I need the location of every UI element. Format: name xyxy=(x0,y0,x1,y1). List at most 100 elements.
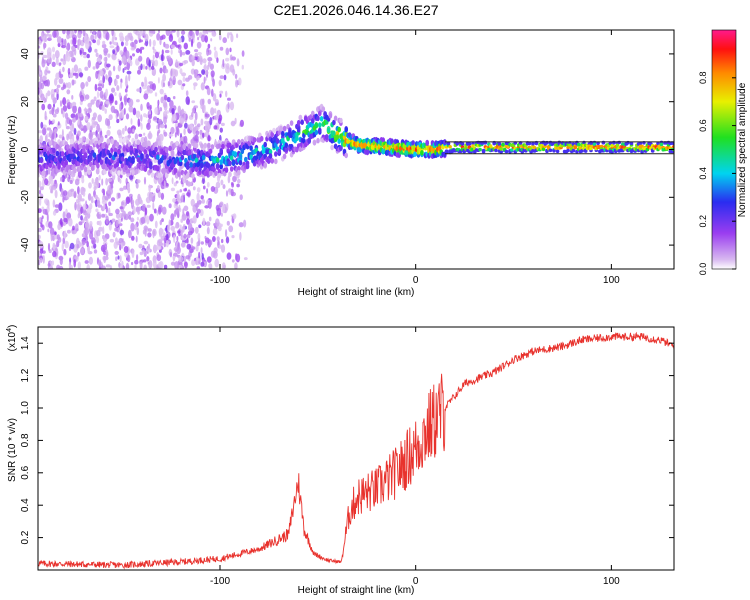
spectrogram-noise-cell xyxy=(139,49,142,54)
spectrogram-noise-cell xyxy=(96,211,100,219)
spectrogram-noise-cell xyxy=(168,219,172,227)
spectrogram-noise-cell xyxy=(132,206,136,215)
spectrogram-noise-cell xyxy=(82,190,86,197)
spectrogram-ridge-cell xyxy=(599,144,604,149)
spectrogram-noise-cell xyxy=(60,177,63,182)
spectrogram-ridge-cell xyxy=(481,148,486,153)
spectrogram-noise-cell xyxy=(183,60,189,64)
spectrogram-ridge-cell xyxy=(298,114,303,121)
spectrogram-noise-cell xyxy=(52,119,56,124)
spectrogram-noise-cell xyxy=(170,226,175,231)
spectrogram-xtick-label: 0 xyxy=(413,275,419,286)
spectrogram-ridge-cell xyxy=(228,160,232,167)
spectrogram-noise-cell xyxy=(95,236,100,244)
spectrogram-ridge-cell xyxy=(259,135,264,142)
spectrogram-noise-cell xyxy=(210,38,213,42)
spectrogram-noise-cell xyxy=(152,39,156,47)
spectrogram-noise-cell xyxy=(97,83,103,87)
spectrogram-noise-cell xyxy=(108,70,112,77)
spectrogram-noise-cell xyxy=(175,201,179,205)
spectrogram-ridge-cell xyxy=(83,166,88,173)
spectrogram-noise-cell xyxy=(231,56,237,61)
spectrogram-noise-cell xyxy=(56,36,62,44)
spectrogram-noise-cell xyxy=(201,199,206,204)
spectrogram-noise-cell xyxy=(162,73,167,82)
spectrogram-noise-cell xyxy=(76,228,79,232)
spectrogram-noise-cell xyxy=(95,61,100,69)
spectrogram-noise-cell xyxy=(56,122,62,129)
spectrogram-noise-cell xyxy=(216,207,222,217)
spectrogram-noise-cell xyxy=(124,97,127,106)
spectrogram-ridge-cell xyxy=(200,162,204,169)
spectrogram-noise-cell xyxy=(109,41,112,45)
spectrogram-ridge-cell xyxy=(101,163,105,170)
spectrogram-noise-cell xyxy=(161,229,164,234)
spectrogram-ridge-cell xyxy=(318,127,322,134)
spectrogram-noise-cell xyxy=(231,235,235,239)
spectrogram-noise-cell xyxy=(152,60,156,67)
spectrogram-ridge-cell xyxy=(557,140,562,145)
spectrogram-noise-cell xyxy=(92,39,96,44)
spectrogram-noise-cell xyxy=(67,82,72,89)
spectrogram-noise-cell xyxy=(96,39,101,46)
spectrogram-ridge-cell xyxy=(448,145,452,149)
spectrogram-noise-cell xyxy=(116,85,120,91)
spectrogram-noise-cell xyxy=(172,96,176,100)
colorbar-tick-label: 0.4 xyxy=(698,167,708,180)
spectrogram-ridge-cell xyxy=(488,144,493,148)
spectrogram-noise-cell xyxy=(55,87,60,95)
spectrogram-noise-cell xyxy=(170,68,173,77)
spectrogram-ridge-cell xyxy=(573,145,577,150)
spectrogram-noise-cell xyxy=(206,226,210,235)
spectrogram-noise-cell xyxy=(136,99,140,103)
spectrogram-noise-cell xyxy=(181,241,186,248)
spectrogram-noise-cell xyxy=(57,223,61,231)
spectrogram-noise-cell xyxy=(40,222,43,228)
spectrogram-noise-cell xyxy=(99,69,103,76)
spectrogram-noise-cell xyxy=(103,50,108,56)
spectrogram-ridge-cell xyxy=(157,140,162,147)
spectrogram-noise-cell xyxy=(48,175,52,184)
spectrogram-ytick-label: 20 xyxy=(20,96,31,108)
snr-ytick-label: 1.0 xyxy=(20,401,31,415)
spectrogram-noise-cell xyxy=(105,215,109,225)
spectrogram-noise-cell xyxy=(205,113,210,118)
spectrogram-ridge-cell xyxy=(263,141,268,148)
spectrogram-noise-cell xyxy=(149,83,155,90)
colorbar-tick-label: 0.8 xyxy=(698,72,708,85)
spectrogram-noise-cell xyxy=(93,249,98,254)
spectrogram-noise-cell xyxy=(163,131,168,137)
spectrogram-noise-cell xyxy=(161,53,164,62)
spectrogram-noise-cell xyxy=(148,192,153,202)
spectrogram-noise-cell xyxy=(50,233,53,242)
spectrogram-ridge-cell xyxy=(270,131,275,138)
spectrogram-noise-cell xyxy=(196,41,202,49)
spectrogram-noise-cell xyxy=(173,209,177,217)
spectrogram-ridge-cell xyxy=(576,142,581,147)
spectrogram-noise-cell xyxy=(190,198,195,207)
spectrogram-noise-cell xyxy=(130,222,135,232)
spectrogram-noise-cell xyxy=(164,43,170,49)
spectrogram-noise-cell xyxy=(235,79,239,88)
spectrogram-ridge-cell xyxy=(571,148,576,153)
spectrogram-noise-cell xyxy=(175,125,179,135)
spectrogram-ridge-cell xyxy=(390,138,394,144)
spectrogram-noise-cell xyxy=(118,237,124,244)
spectrogram-noise-cell xyxy=(119,178,122,184)
spectrogram-ridge-cell xyxy=(221,143,225,150)
spectrogram-xtick-label: 100 xyxy=(603,275,620,286)
spectrogram-noise-cell xyxy=(135,198,140,206)
spectrogram-noise-cell xyxy=(219,90,224,94)
spectrogram-noise-cell xyxy=(221,204,226,214)
spectrogram-noise-cell xyxy=(200,241,204,245)
spectrogram-noise-cell xyxy=(164,68,169,74)
spectrogram-noise-cell xyxy=(102,40,106,45)
spectrogram-ridge-cell xyxy=(231,160,236,167)
spectrogram-noise-cell xyxy=(197,123,201,128)
spectrogram-ridge-cell xyxy=(321,106,326,112)
spectrogram-noise-cell xyxy=(223,74,227,81)
spectrogram-noise-cell xyxy=(49,34,52,39)
spectrogram-noise-cell xyxy=(40,121,44,129)
spectrogram-noise-cell xyxy=(214,258,219,268)
spectrogram-noise-cell xyxy=(171,113,177,122)
